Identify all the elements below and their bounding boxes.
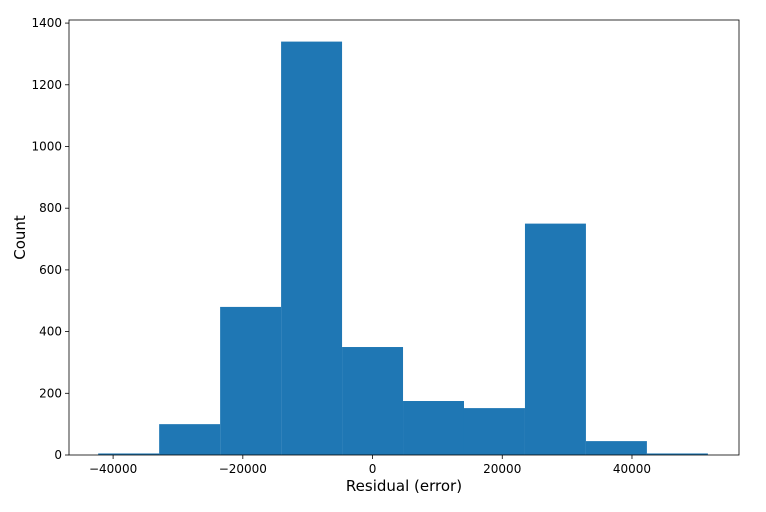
histogram-bar [524, 223, 586, 455]
plot-frame [68, 19, 740, 456]
x-tick-label: −20000 [219, 462, 267, 476]
y-axis-label: Count [11, 215, 29, 260]
x-tick-label: 40000 [613, 462, 651, 476]
histogram-bar [342, 347, 404, 455]
y-tick-label: 1000 [31, 139, 62, 153]
x-axis: −40000 −20000 0 20000 40000 [89, 455, 651, 476]
histogram-bar [646, 453, 708, 455]
histogram-bar [159, 424, 221, 455]
x-tick-label: −40000 [89, 462, 137, 476]
y-tick-label: 0 [54, 448, 62, 462]
y-axis: 0 200 400 600 800 1000 1200 1400 [31, 16, 69, 462]
y-tick-label: 200 [39, 386, 62, 400]
y-tick-label: 400 [39, 325, 62, 339]
y-tick-label: 1200 [31, 78, 62, 92]
histogram-bar [585, 441, 647, 455]
x-tick-label: 20000 [483, 462, 521, 476]
y-tick-label: 1400 [31, 16, 62, 30]
histogram-bar [98, 453, 160, 455]
histogram-bar [463, 408, 525, 455]
bars-layer [98, 41, 708, 456]
y-tick-label: 600 [39, 263, 62, 277]
histogram-bar [281, 41, 343, 456]
y-tick-label: 800 [39, 201, 62, 215]
x-axis-label: Residual (error) [346, 477, 462, 495]
histogram-bar [220, 306, 282, 455]
x-tick-label: 0 [369, 462, 377, 476]
histogram-bar [403, 401, 464, 455]
